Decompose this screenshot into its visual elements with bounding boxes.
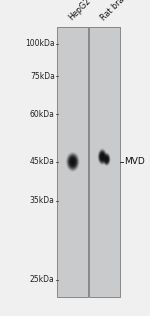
Ellipse shape	[106, 158, 107, 161]
Ellipse shape	[68, 155, 78, 169]
Ellipse shape	[104, 155, 109, 164]
Text: 35kDa: 35kDa	[30, 197, 55, 205]
Ellipse shape	[70, 158, 75, 165]
Text: 45kDa: 45kDa	[30, 157, 55, 166]
Ellipse shape	[104, 155, 109, 163]
Ellipse shape	[99, 152, 105, 162]
Text: 60kDa: 60kDa	[30, 110, 55, 119]
Ellipse shape	[100, 153, 104, 160]
Ellipse shape	[69, 157, 76, 167]
Ellipse shape	[67, 153, 79, 170]
Bar	[89, 27, 120, 297]
Ellipse shape	[98, 149, 107, 165]
Ellipse shape	[70, 157, 76, 166]
Text: 75kDa: 75kDa	[30, 72, 55, 81]
Ellipse shape	[67, 154, 78, 169]
Ellipse shape	[69, 156, 77, 168]
Ellipse shape	[106, 157, 108, 161]
Ellipse shape	[66, 151, 80, 172]
Ellipse shape	[72, 160, 74, 163]
Text: HepG2: HepG2	[66, 0, 92, 22]
Ellipse shape	[99, 151, 106, 162]
Ellipse shape	[72, 161, 73, 163]
Ellipse shape	[100, 152, 105, 161]
Text: 25kDa: 25kDa	[30, 275, 55, 284]
Ellipse shape	[99, 150, 106, 163]
Ellipse shape	[104, 154, 110, 165]
Ellipse shape	[98, 149, 106, 164]
Bar	[57, 27, 88, 297]
Ellipse shape	[103, 152, 111, 166]
Ellipse shape	[102, 156, 103, 157]
Ellipse shape	[101, 154, 104, 160]
Ellipse shape	[101, 155, 104, 159]
Text: 100kDa: 100kDa	[25, 39, 55, 48]
Ellipse shape	[97, 148, 107, 165]
Ellipse shape	[105, 156, 109, 163]
Ellipse shape	[105, 156, 108, 162]
Ellipse shape	[106, 159, 107, 160]
Ellipse shape	[105, 157, 108, 161]
Ellipse shape	[102, 155, 103, 158]
Ellipse shape	[103, 153, 110, 165]
Ellipse shape	[103, 153, 110, 166]
Ellipse shape	[66, 152, 79, 171]
Text: MVD: MVD	[124, 157, 144, 166]
Text: Rat brain: Rat brain	[99, 0, 131, 22]
Ellipse shape	[71, 159, 75, 164]
